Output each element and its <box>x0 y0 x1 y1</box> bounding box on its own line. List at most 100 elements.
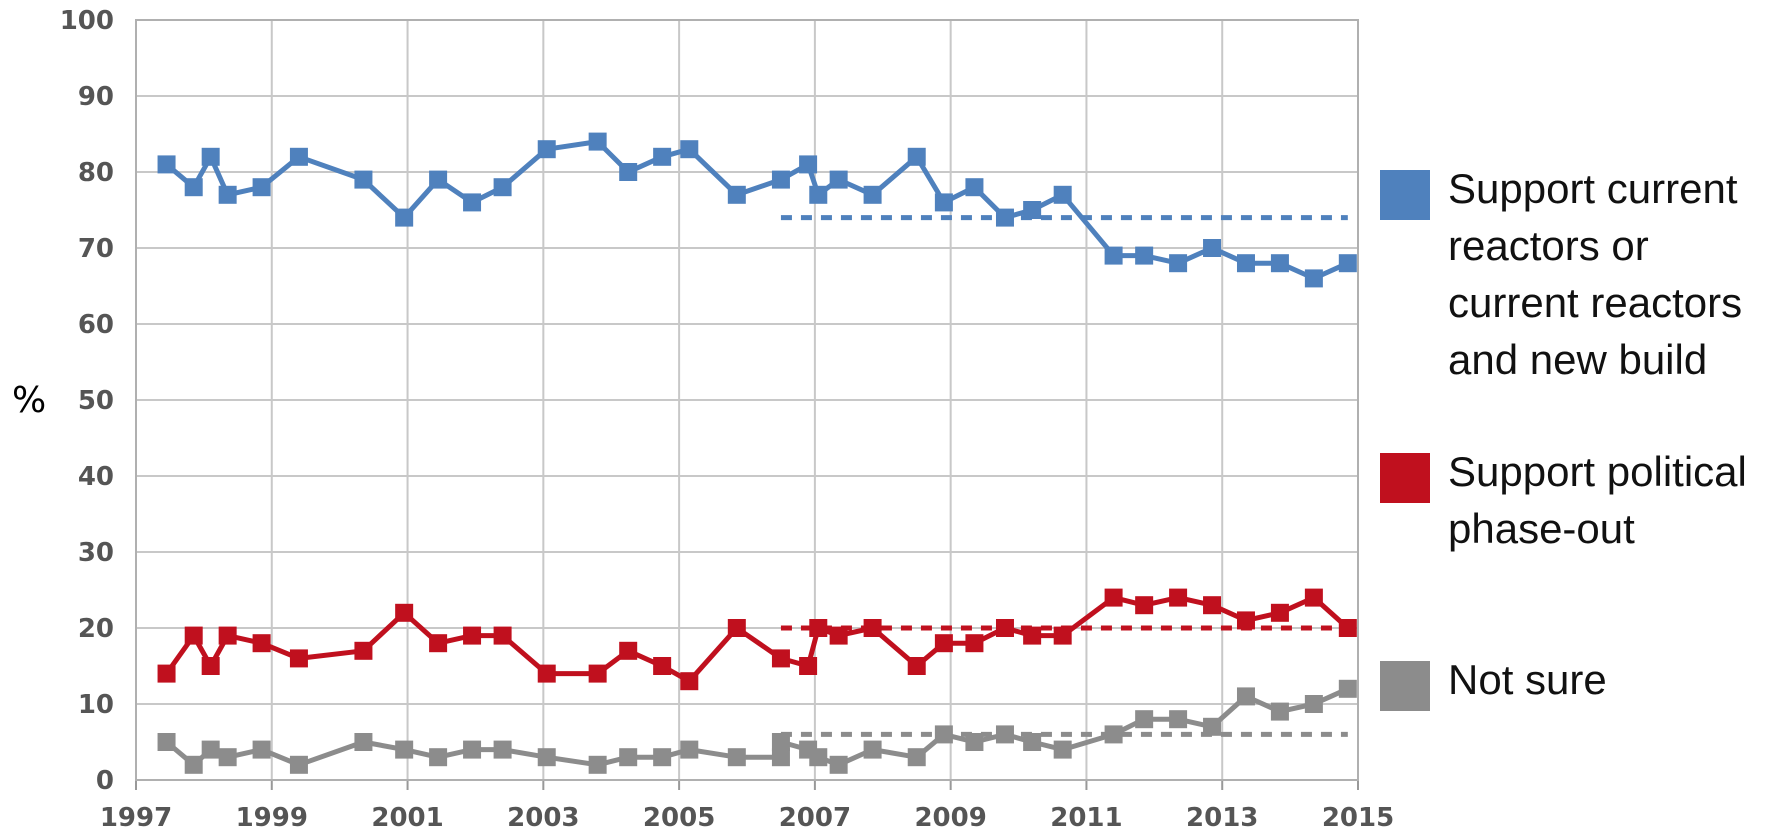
data-point <box>463 626 482 645</box>
data-point <box>995 208 1014 227</box>
y-tick-label: 60 <box>78 310 114 340</box>
data-point <box>653 657 672 675</box>
data-point <box>1135 246 1154 265</box>
data-point <box>809 185 828 204</box>
legend-swatch-phase-out <box>1380 453 1430 503</box>
data-point <box>218 748 237 767</box>
data-point <box>771 170 790 189</box>
series-1 <box>157 588 1357 691</box>
data-point <box>1169 254 1188 273</box>
data-point <box>619 163 638 181</box>
data-point <box>218 626 237 645</box>
data-point <box>157 155 176 174</box>
x-tick-label: 2005 <box>643 803 715 833</box>
data-point <box>934 634 953 653</box>
data-point <box>1338 619 1357 637</box>
data-point <box>1104 588 1123 607</box>
data-point <box>653 147 672 166</box>
y-tick-label: 20 <box>78 614 114 644</box>
data-point <box>727 185 746 204</box>
data-point <box>289 147 308 166</box>
series-group <box>157 132 1357 774</box>
y-axis-label: % <box>12 380 46 421</box>
legend-item-support-current: Support current reactors or current reac… <box>1380 160 1768 388</box>
data-point <box>395 740 414 759</box>
data-point <box>429 634 448 653</box>
data-point <box>934 193 953 212</box>
data-point <box>1304 588 1323 607</box>
y-tick-label: 0 <box>96 766 114 796</box>
data-point <box>829 626 848 645</box>
data-point <box>157 664 176 683</box>
data-point <box>619 748 638 767</box>
data-point <box>680 740 699 759</box>
y-tick-label: 70 <box>78 234 114 264</box>
x-tick-label: 2007 <box>779 803 851 833</box>
data-point <box>771 649 790 668</box>
data-point <box>680 140 699 159</box>
data-point <box>537 664 556 683</box>
legend-item-not-sure: Not sure <box>1380 651 1768 711</box>
data-point <box>799 657 818 675</box>
data-point <box>1053 185 1072 204</box>
legend-item-phase-out: Support political phase-out <box>1380 443 1768 557</box>
data-point <box>354 170 373 189</box>
x-tick-label: 1997 <box>100 803 172 833</box>
data-point <box>863 619 882 637</box>
series-2 <box>157 679 1357 774</box>
grid <box>135 19 1359 790</box>
data-point <box>907 657 926 675</box>
data-point <box>863 740 882 759</box>
data-point <box>965 178 984 197</box>
series-line <box>164 595 1350 684</box>
data-point <box>680 672 699 691</box>
data-point <box>289 755 308 774</box>
y-tick-label: 30 <box>78 538 114 568</box>
x-tick-label: 2011 <box>1050 803 1122 833</box>
data-point <box>809 748 828 767</box>
data-point <box>907 748 926 767</box>
data-point <box>1104 246 1123 265</box>
data-point <box>201 657 220 675</box>
legend-swatch-support-current <box>1380 170 1430 220</box>
data-point <box>201 740 220 759</box>
data-point <box>1236 254 1255 273</box>
data-point <box>537 748 556 767</box>
data-point <box>1304 695 1323 713</box>
data-point <box>157 733 176 751</box>
data-point <box>218 185 237 204</box>
y-tick-label: 40 <box>78 462 114 492</box>
data-point <box>771 748 790 767</box>
data-point <box>965 733 984 751</box>
data-point <box>771 733 790 751</box>
data-point <box>289 649 308 668</box>
data-point <box>537 140 556 159</box>
x-tick-label: 2001 <box>371 803 443 833</box>
data-point <box>493 178 512 197</box>
x-tick-label: 2015 <box>1322 803 1394 833</box>
data-point <box>1053 740 1072 759</box>
data-point <box>1270 254 1289 273</box>
data-point <box>1135 596 1154 615</box>
x-tick-label: 1999 <box>236 803 308 833</box>
data-point <box>184 626 203 645</box>
data-point <box>1270 603 1289 622</box>
data-point <box>395 603 414 622</box>
data-point <box>995 619 1014 637</box>
data-point <box>1203 717 1222 736</box>
data-point <box>588 132 607 151</box>
data-point <box>493 740 512 759</box>
data-point <box>619 641 638 660</box>
y-tick-label: 80 <box>78 158 114 188</box>
data-point <box>1304 269 1323 288</box>
data-point <box>429 748 448 767</box>
data-point <box>829 755 848 774</box>
data-point <box>1104 725 1123 744</box>
data-point <box>1236 611 1255 630</box>
data-point <box>588 664 607 683</box>
legend-swatch-not-sure <box>1380 661 1430 711</box>
y-tick-label: 100 <box>60 6 114 36</box>
data-point <box>252 740 271 759</box>
data-point <box>1023 626 1042 645</box>
data-point <box>463 193 482 212</box>
